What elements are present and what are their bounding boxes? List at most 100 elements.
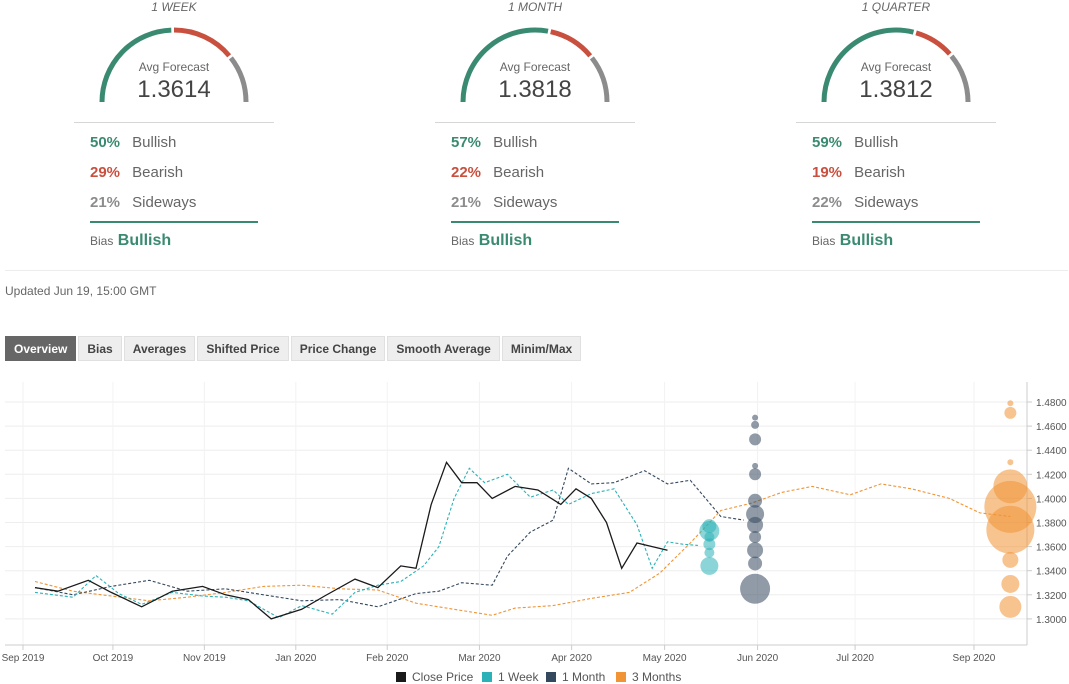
gauge-caption: Avg Forecast <box>138 60 210 74</box>
forecast-bubble-1-month[interactable] <box>740 573 771 604</box>
gauge-arc <box>460 27 610 103</box>
avg-forecast-value: 1.3812 <box>859 76 933 103</box>
x-tick-label: Oct 2019 <box>93 653 134 664</box>
bullish-row: 59% Bullish <box>812 133 898 153</box>
gauge-sideways-arc <box>949 54 971 103</box>
y-tick-label: 1.4800 <box>1036 398 1067 409</box>
tab-averages[interactable]: Averages <box>123 336 196 361</box>
gauge-period: 1 WEEK <box>151 0 197 14</box>
bullish-label: Bullish <box>132 134 177 151</box>
gauge-bullish-arc <box>460 27 549 103</box>
bias-label: Bias <box>451 234 475 248</box>
legend-item[interactable]: 3 Months <box>632 670 681 684</box>
forecast-bubble-1-month[interactable] <box>749 433 762 446</box>
tab-shifted-price[interactable]: Shifted Price <box>197 336 289 361</box>
forecast-bubble-3-months[interactable] <box>986 505 1035 554</box>
y-tick-label: 1.3000 <box>1036 615 1067 626</box>
y-tick-label: 1.4600 <box>1036 422 1067 433</box>
sideways-label: Sideways <box>132 194 197 211</box>
forecast-bubble-1-month[interactable] <box>748 493 763 508</box>
gauge-period: 1 QUARTER <box>861 0 931 14</box>
forecast-bubble-1-month[interactable] <box>752 462 759 469</box>
updated-timestamp: Updated Jun 19, 15:00 GMT <box>5 284 157 298</box>
forecast-bubbles <box>699 400 1037 618</box>
forecast-bubble-3-months[interactable] <box>1007 400 1014 407</box>
forecast-bubble-3-months[interactable] <box>1007 459 1014 466</box>
gauge-caption: Avg Forecast <box>860 60 932 74</box>
gauge-divider <box>74 122 274 123</box>
bias-line <box>451 221 619 223</box>
forecast-bubble-1-week[interactable] <box>700 556 719 575</box>
forecast-bubble-1-month[interactable] <box>749 530 762 543</box>
sideways-label: Sideways <box>493 194 558 211</box>
sideways-pct: 22% <box>812 194 843 211</box>
bullish-pct: 59% <box>812 134 843 151</box>
gauge-divider <box>435 122 635 123</box>
legend-swatch <box>482 672 492 682</box>
chart-legend: Close Price 1 Week 1 Month 3 Months <box>396 670 681 684</box>
y-tick-label: 1.4000 <box>1036 494 1067 505</box>
gauge-arc <box>99 27 249 103</box>
sideways-pct: 21% <box>90 194 121 211</box>
bias-value: Bullish <box>478 232 533 249</box>
gauge-bearish-arc <box>173 27 232 58</box>
y-tick-label: 1.4200 <box>1036 470 1067 481</box>
forecast-bubble-1-week[interactable] <box>704 547 715 558</box>
tab-overview[interactable]: Overview <box>5 336 77 361</box>
forecast-bubble-3-months[interactable] <box>1004 406 1017 419</box>
sideways-pct: 21% <box>451 194 482 211</box>
legend-item[interactable]: Close Price <box>412 670 474 684</box>
bearish-pct: 29% <box>90 164 121 181</box>
bearish-row: 22% Bearish <box>451 163 544 183</box>
legend-swatch <box>616 672 626 682</box>
forecast-bubble-1-month[interactable] <box>752 414 759 421</box>
sideways-row: 21% Sideways <box>90 193 196 213</box>
series-line-3-months[interactable] <box>34 483 1011 616</box>
series-line-1-month[interactable] <box>34 467 744 608</box>
sideways-row: 21% Sideways <box>451 193 557 213</box>
tab-smooth-average[interactable]: Smooth Average <box>387 336 500 361</box>
gauge-bearish-arc <box>550 29 593 58</box>
forecast-bubble-1-month[interactable] <box>749 468 762 481</box>
bias-line <box>90 221 258 223</box>
bias-label: Bias <box>90 234 114 248</box>
forecast-bubble-1-month[interactable] <box>751 420 760 429</box>
forecast-chart: 1.4800 1.4600 1.4400 1.4200 1.4000 1.3800 1.36… <box>2 382 1067 684</box>
legend-item[interactable]: 1 Week <box>498 670 539 684</box>
bias-line <box>812 221 980 223</box>
forecast-bubble-1-week[interactable] <box>703 538 716 551</box>
sideways-row: 22% Sideways <box>812 193 918 213</box>
bias-row: Bias Bullish <box>451 232 532 250</box>
forecast-bubble-3-months[interactable] <box>999 595 1022 618</box>
x-tick-label: Jan 2020 <box>275 653 317 664</box>
forecast-bubble-1-month[interactable] <box>747 542 764 559</box>
chart-grid <box>5 382 1027 645</box>
forecast-bubble-3-months[interactable] <box>1001 574 1020 593</box>
legend-swatch <box>546 672 556 682</box>
x-tick-label: Jun 2020 <box>737 653 779 664</box>
legend-item[interactable]: 1 Month <box>562 670 605 684</box>
plot-area <box>34 460 1011 620</box>
forecast-bubble-1-month[interactable] <box>748 556 763 571</box>
forecast-bubble-1-week[interactable] <box>702 519 717 534</box>
section-divider <box>5 270 1068 271</box>
series-line-1-week[interactable] <box>34 467 698 619</box>
x-tick-label: Mar 2020 <box>458 653 501 664</box>
avg-forecast-value: 1.3614 <box>137 76 211 103</box>
forecast-bubble-3-months[interactable] <box>1002 551 1019 568</box>
legend-swatch <box>396 672 406 682</box>
chart-tabs: Overview Bias Averages Shifted Price Price C… <box>5 336 583 362</box>
bearish-pct: 22% <box>451 164 482 181</box>
series-line-close-price[interactable] <box>34 460 668 620</box>
bias-row: Bias Bullish <box>90 232 171 250</box>
gauge-period: 1 MONTH <box>508 0 562 14</box>
x-tick-label: Sep 2020 <box>953 653 996 664</box>
tab-price-change[interactable]: Price Change <box>290 336 386 361</box>
gauge-bullish-arc <box>99 27 172 103</box>
tab-bias[interactable]: Bias <box>78 336 122 361</box>
forecast-bubble-1-month[interactable] <box>747 516 764 533</box>
gauge-bullish-arc <box>821 27 915 103</box>
tab-minim-max[interactable]: Minim/Max <box>501 336 582 361</box>
sideways-label: Sideways <box>854 194 919 211</box>
bias-label: Bias <box>812 234 836 248</box>
